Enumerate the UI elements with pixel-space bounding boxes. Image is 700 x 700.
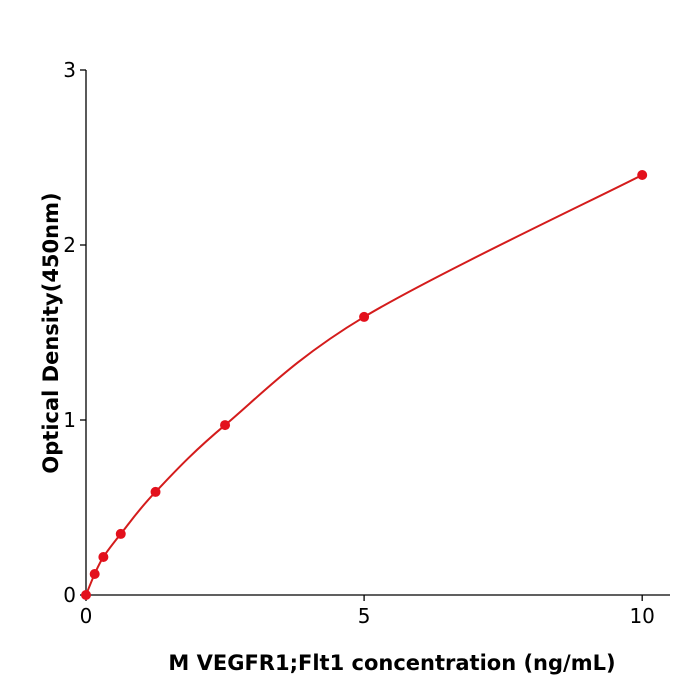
y-tick-label: 2 bbox=[63, 233, 76, 257]
data-point bbox=[150, 486, 161, 497]
data-point bbox=[89, 569, 100, 579]
fit-curve bbox=[85, 174, 643, 596]
data-point bbox=[637, 170, 648, 180]
data-point bbox=[220, 420, 231, 431]
y-tick-label: 1 bbox=[63, 408, 76, 432]
data-point bbox=[359, 311, 370, 322]
y-tick-label: 3 bbox=[63, 58, 76, 82]
data-point bbox=[115, 528, 126, 539]
y-tick-label: 0 bbox=[63, 583, 76, 607]
y-axis-label: Optical Density(450nm) bbox=[39, 192, 63, 473]
data-point bbox=[81, 590, 91, 600]
data-point bbox=[98, 552, 109, 563]
x-tick-label: 0 bbox=[80, 604, 93, 628]
x-tick-label: 10 bbox=[629, 604, 654, 628]
x-tick-label: 5 bbox=[358, 604, 371, 628]
x-axis-label: M VEGFR1;Flt1 concentration (ng/mL) bbox=[168, 651, 615, 675]
